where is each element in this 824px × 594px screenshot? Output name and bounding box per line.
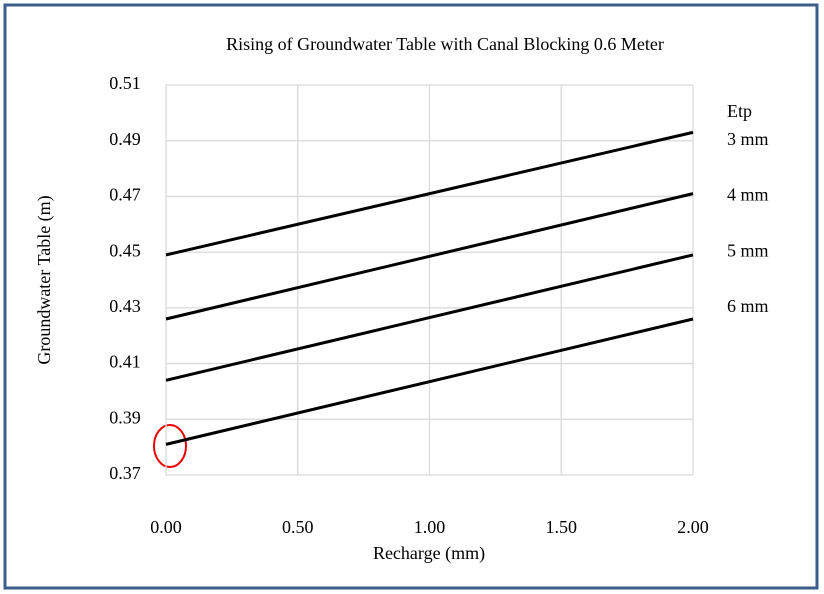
legend-title: Etp xyxy=(727,101,752,121)
highlight-circle xyxy=(153,424,187,468)
y-tick-label: 0.37 xyxy=(109,463,141,483)
y-tick-label: 0.51 xyxy=(109,73,141,93)
legend-label: 3 mm xyxy=(727,129,769,149)
y-tick-label: 0.43 xyxy=(109,296,141,316)
y-tick-label: 0.39 xyxy=(109,407,141,427)
frame xyxy=(3,3,819,590)
legend-label: 6 mm xyxy=(727,296,769,316)
legend-label: 4 mm xyxy=(727,185,769,205)
x-tick-label: 1.50 xyxy=(546,517,578,537)
y-tick-label: 0.47 xyxy=(109,185,141,205)
y-axis-label: Groundwater Table (m) xyxy=(34,195,55,364)
series-line xyxy=(165,130,694,257)
x-tick-label: 0.00 xyxy=(150,517,182,537)
y-tick-label: 0.45 xyxy=(109,240,141,260)
x-tick-label: 0.50 xyxy=(282,517,314,537)
y-tick-label: 0.49 xyxy=(109,129,141,149)
y-tick-label: 0.41 xyxy=(109,352,141,372)
x-tick-label: 1.00 xyxy=(414,517,446,537)
x-axis-label: Recharge (mm) xyxy=(373,543,485,564)
series-line xyxy=(165,253,694,382)
chart-title: Rising of Groundwater Table with Canal B… xyxy=(226,34,664,54)
series-line xyxy=(165,317,694,446)
series-line xyxy=(165,192,694,321)
x-tick-label: 2.00 xyxy=(677,517,709,537)
legend-label: 5 mm xyxy=(727,240,769,260)
